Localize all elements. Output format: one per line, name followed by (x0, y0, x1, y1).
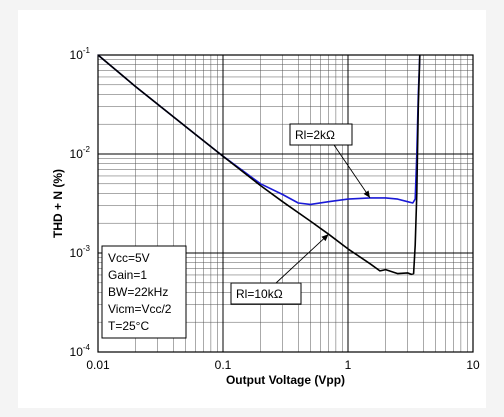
condition-vicm: Vicm=Vcc/2 (108, 302, 172, 316)
x-axis-label: Output Voltage (Vpp) (226, 373, 345, 387)
series-line-rl-10k (97, 54, 421, 276)
annotation-rl-2k: Rl=2kΩ (289, 123, 371, 199)
x-tick-label: 0.1 (215, 358, 232, 372)
y-tick-labels: 10-1 10-2 10-3 10-4 (70, 46, 91, 359)
chart-page: 0.01 0.1 1 10 10-1 10-2 10-3 10-4 Output Volta… (18, 10, 486, 408)
x-tick-label: 10 (466, 358, 480, 372)
annotation-rl-2k-arrow (333, 144, 371, 199)
annotation-rl-10k: Rl=10kΩ (230, 233, 329, 305)
major-grid (98, 55, 473, 352)
x-tick-labels: 0.01 0.1 1 10 (86, 358, 480, 372)
annotation-rl-10k-arrowhead (321, 234, 329, 242)
condition-bw: BW=22kHz (108, 285, 168, 299)
thd-vs-output-voltage-chart: 0.01 0.1 1 10 10-1 10-2 10-3 10-4 Output Volta… (51, 46, 480, 387)
x-tick-label: 0.01 (86, 358, 110, 372)
condition-temperature: T=25°C (108, 319, 149, 333)
y-tick-label: 10-2 (70, 145, 91, 161)
annotation-rl-2k-label: Rl=2kΩ (295, 128, 335, 142)
y-tick-label: 10-4 (70, 343, 91, 359)
x-tick-label: 1 (345, 358, 352, 372)
y-tick-label: 10-1 (70, 46, 91, 62)
series-layer (97, 54, 421, 276)
annotation-rl-10k-label: Rl=10kΩ (236, 287, 283, 301)
annotation-rl-10k-arrow (275, 233, 329, 284)
condition-gain: Gain=1 (108, 268, 147, 282)
series-line-rl-2k (97, 54, 421, 206)
annotation-rl-2k-arrowhead (363, 190, 371, 198)
y-axis-label: THD + N (%) (51, 169, 65, 238)
y-tick-label: 10-3 (70, 244, 91, 260)
test-conditions-box: Vcc=5V Gain=1 BW=22kHz Vicm=Vcc/2 T=25°C (101, 245, 187, 339)
condition-vcc: Vcc=5V (108, 251, 150, 265)
plot-frame (97, 54, 474, 353)
